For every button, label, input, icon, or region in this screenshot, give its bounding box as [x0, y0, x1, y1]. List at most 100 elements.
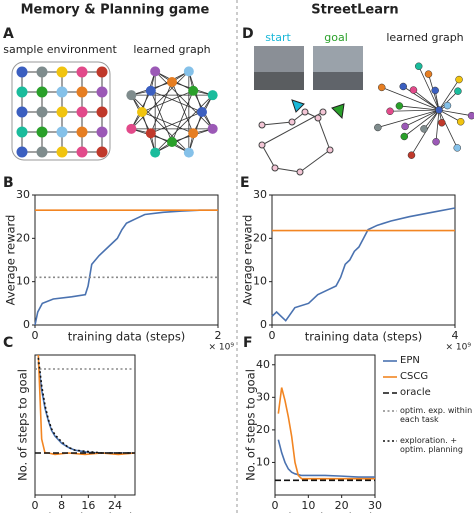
- edge: [150, 90, 173, 143]
- edge: [399, 105, 440, 111]
- node: [183, 66, 194, 77]
- x-multiplier: × 10⁹: [209, 343, 235, 353]
- series-line: [37, 361, 135, 454]
- node: [16, 86, 28, 98]
- edge: [423, 109, 440, 130]
- node: [407, 151, 416, 159]
- x-tick-label: 10: [301, 499, 315, 512]
- node: [76, 106, 88, 118]
- x-tick-label: 0: [32, 329, 39, 342]
- x-tick-label: 0: [32, 499, 39, 512]
- edge: [377, 109, 440, 128]
- node: [145, 128, 156, 139]
- plot-frame: [34, 354, 136, 496]
- series-line: [271, 207, 456, 322]
- node: [301, 108, 309, 116]
- env-border: [11, 61, 111, 161]
- node: [400, 132, 409, 141]
- node: [16, 106, 28, 118]
- edge: [390, 109, 440, 112]
- node: [401, 122, 409, 131]
- y-tick-label: 0: [260, 318, 267, 331]
- panel-letter: E: [240, 175, 250, 191]
- edge: [141, 90, 194, 113]
- graphs: [11, 61, 474, 176]
- street-photo-road: [313, 72, 363, 90]
- x-tick-label: 30: [368, 499, 382, 512]
- panel-text: learned graph: [133, 43, 210, 56]
- x-tick-label: 24: [108, 499, 122, 512]
- node: [399, 82, 407, 91]
- y-axis-label: Average reward: [4, 215, 18, 306]
- x-axis-label: task no. in episode: [31, 511, 139, 513]
- edge: [131, 71, 190, 130]
- node: [319, 108, 327, 116]
- edge: [438, 109, 458, 149]
- node: [258, 141, 266, 149]
- node: [36, 106, 48, 118]
- node: [188, 128, 199, 139]
- node: [378, 83, 386, 92]
- panel-text: goal: [324, 31, 348, 44]
- node: [56, 126, 68, 138]
- node: [207, 90, 218, 101]
- node: [467, 111, 474, 120]
- edge: [299, 149, 331, 173]
- header: StreetLearn: [311, 3, 398, 18]
- legend-label: EPN: [400, 355, 420, 366]
- y-tick-label: 0: [23, 318, 30, 331]
- series-line: [34, 209, 218, 326]
- node: [36, 66, 48, 78]
- node: [420, 125, 428, 133]
- node: [76, 126, 88, 138]
- x-tick-label: 0: [269, 329, 276, 342]
- edge: [154, 94, 213, 153]
- x-multiplier: × 10⁹: [446, 343, 472, 353]
- panel-text: learned graph: [386, 31, 463, 44]
- node: [16, 146, 28, 158]
- edge: [438, 109, 461, 123]
- y-tick-label: 10: [253, 275, 267, 288]
- node: [183, 147, 194, 158]
- node: [409, 86, 418, 94]
- node: [456, 117, 465, 126]
- node: [150, 147, 161, 158]
- edge: [404, 109, 440, 127]
- edge: [261, 121, 293, 126]
- edge: [274, 167, 301, 173]
- node: [188, 85, 199, 96]
- panel-letter: F: [243, 335, 253, 351]
- y-tick-label: 20: [253, 231, 267, 244]
- node: [16, 66, 28, 78]
- y-tick-label: 20: [256, 423, 270, 436]
- x-tick-label: 2: [215, 329, 222, 342]
- edge: [413, 89, 440, 111]
- node: [126, 90, 137, 101]
- node: [36, 86, 48, 98]
- y-tick-label: 30: [256, 390, 270, 403]
- node: [96, 146, 108, 158]
- street-photo-road: [254, 72, 304, 90]
- y-tick-label: 20: [16, 231, 30, 244]
- node: [443, 101, 452, 110]
- edge: [438, 90, 459, 111]
- node: [126, 123, 137, 134]
- edge: [438, 109, 472, 117]
- node: [455, 75, 463, 84]
- edge: [150, 90, 203, 113]
- x-tick-label: 0: [272, 499, 279, 512]
- series-line: [277, 387, 375, 480]
- node: [76, 66, 88, 78]
- header: Memory & Planning game: [21, 3, 210, 18]
- edge: [381, 87, 440, 111]
- edge: [404, 109, 440, 137]
- legend-label: optim. exp. within each task: [400, 406, 473, 424]
- y-axis-label: Average reward: [241, 215, 255, 306]
- node: [374, 123, 382, 132]
- node: [137, 107, 147, 117]
- panel-text: sample environment: [3, 43, 117, 56]
- node: [431, 86, 439, 95]
- series-line: [37, 354, 136, 456]
- y-tick-label: 10: [16, 275, 30, 288]
- panel-letter: C: [3, 335, 13, 351]
